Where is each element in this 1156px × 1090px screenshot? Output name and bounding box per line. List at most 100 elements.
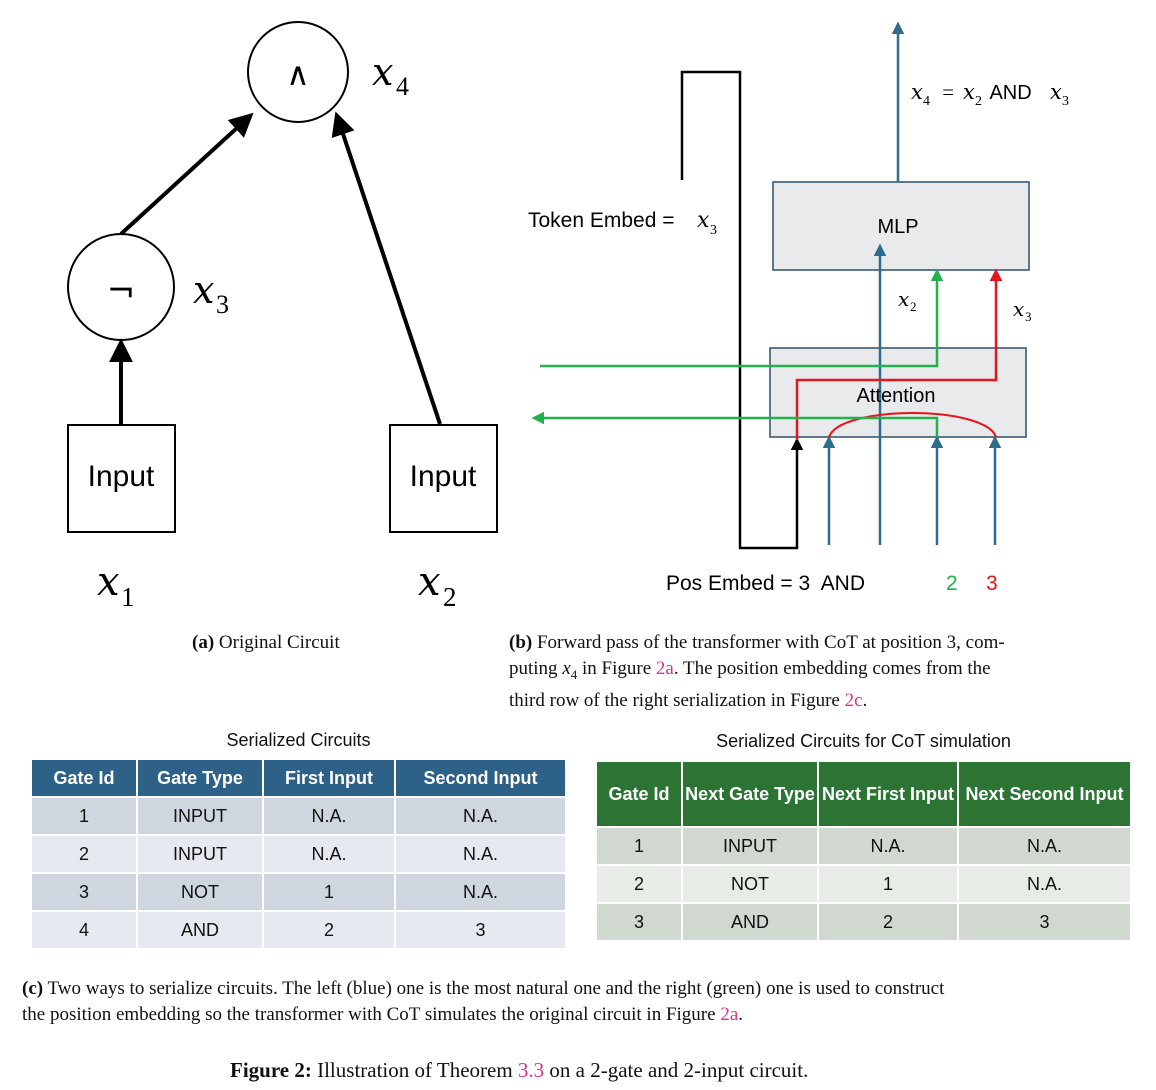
- table-cell: 3: [395, 910, 565, 948]
- table-cell: INPUT: [682, 826, 819, 865]
- mlp-input-x3: x: [1013, 297, 1024, 321]
- table-cell: 1: [597, 826, 683, 865]
- residual-path: [680, 70, 804, 550]
- x1-subscript: 1: [121, 582, 135, 612]
- and-gate-node: [247, 21, 349, 123]
- table-row: 4 AND 2 3: [32, 910, 565, 948]
- table-cell: INPUT: [137, 796, 264, 835]
- caption-b: (b) Forward pass of the transformer with…: [509, 630, 1129, 714]
- original-circuit-diagram: ∧ x 4 ¬ x 3 Input Input x 1 x 2: [67, 21, 498, 612]
- table-cell: N.A.: [263, 834, 396, 873]
- table-cell: 1: [32, 796, 138, 835]
- caption-a-tag: (a): [192, 632, 215, 653]
- table-cell: N.A.: [818, 826, 959, 865]
- input-node-2: [389, 424, 498, 533]
- transformer-forward-pass-diagram: MLP Attention Token Embed = x 3 x 4 = x …: [528, 21, 1069, 595]
- pos-embed-red: 3: [986, 572, 998, 595]
- x2-label: x: [418, 559, 441, 605]
- col-next-second-input: Next Second Input: [958, 762, 1130, 827]
- x4-label: x: [372, 50, 393, 94]
- table-cell: 3: [32, 872, 138, 911]
- caption-c-tag: (c): [22, 978, 44, 999]
- caption-c: (c) Two ways to serialize circuits. The …: [22, 976, 1147, 1028]
- caption-b-line1: (b) Forward pass of the transformer with…: [509, 630, 1129, 656]
- table-cell: 1: [818, 864, 959, 903]
- output-eq-lhs: x: [911, 80, 923, 104]
- table-cell: AND: [137, 910, 264, 948]
- caption-b-sub: 4: [570, 666, 578, 682]
- query-out-path: [531, 411, 939, 437]
- table-row: 1 INPUT N.A. N.A.: [32, 796, 565, 835]
- table-row: 3 NOT 1 N.A.: [32, 872, 565, 911]
- caption-b-pre: puting: [509, 658, 563, 679]
- x3-subscript: 3: [216, 290, 229, 319]
- token-embed-label: Token Embed =: [528, 209, 675, 232]
- table-cell: NOT: [682, 864, 819, 903]
- col-next-gate-type: Next Gate Type: [682, 762, 819, 827]
- x3-to-mlp-path: [795, 268, 1003, 440]
- table-cell: N.A.: [395, 872, 565, 911]
- table-cell: 2: [263, 910, 396, 948]
- table-cell: N.A.: [263, 796, 396, 835]
- caption-b-post: . The position embedding comes from the: [673, 658, 991, 679]
- table-cell: 2: [818, 902, 959, 940]
- col-second-input: Second Input: [395, 760, 565, 797]
- input-node-1: [67, 424, 176, 533]
- figure-link-2a[interactable]: 2a: [655, 658, 674, 679]
- figure-caption-pre: Illustration of Theorem: [311, 1058, 518, 1082]
- theorem-link[interactable]: 3.3: [517, 1058, 545, 1082]
- table-cell: N.A.: [395, 796, 565, 835]
- figure-link-2c[interactable]: 2c: [844, 689, 863, 711]
- table-cell: INPUT: [137, 834, 264, 873]
- caption-b-var: x: [562, 658, 571, 679]
- not-gate-symbol: ¬: [107, 271, 136, 311]
- x2-to-mlp-path: [540, 268, 944, 368]
- table-row: 3 AND 2 3: [597, 902, 1130, 940]
- x4-subscript: 4: [396, 72, 409, 101]
- output-eq-mid-sub: 2: [975, 94, 982, 109]
- output-eq-lhs-sub: 4: [923, 94, 930, 109]
- mlp-input-x3-sub: 3: [1025, 309, 1032, 324]
- table-cell: 1: [263, 872, 396, 911]
- table-header-row: Gate Id Next Gate Type Next First Input …: [597, 762, 1130, 827]
- attention-label: Attention: [857, 385, 936, 407]
- green-table-title: Serialized Circuits for CoT simulation: [716, 731, 1011, 751]
- caption-b-text1: Forward pass of the transformer with CoT…: [532, 632, 1005, 653]
- table-cell: AND: [682, 902, 819, 940]
- table-cell: NOT: [137, 872, 264, 911]
- table-header-row: Gate Id Gate Type First Input Second Inp…: [32, 760, 565, 797]
- figure-link-2a[interactable]: 2a: [720, 1004, 739, 1025]
- caption-a-text: Original Circuit: [214, 632, 340, 653]
- input-node-1-label: Input: [88, 460, 155, 493]
- figure-caption-post: on a 2-gate and 2-input circuit.: [544, 1058, 809, 1082]
- caption-b-tag: (b): [509, 632, 533, 653]
- col-first-input: First Input: [263, 760, 396, 797]
- pos-embed-label: Pos Embed = 3 AND: [666, 572, 865, 595]
- table-cell: N.A.: [958, 864, 1130, 903]
- token-embed-var: x: [697, 208, 710, 233]
- table-cell: 2: [32, 834, 138, 873]
- pos-embed-green: 2: [946, 572, 958, 595]
- mlp-input-x2-sub: 2: [910, 299, 917, 314]
- table-cell: 3: [597, 902, 683, 940]
- output-eq-eq: =: [937, 80, 959, 104]
- table-row: 2 NOT 1 N.A.: [597, 864, 1130, 903]
- caption-c-line1: (c) Two ways to serialize circuits. The …: [22, 976, 1147, 1002]
- col-gate-id: Gate Id: [597, 762, 683, 827]
- table-cell: 4: [32, 910, 138, 948]
- caption-b-line3-post: .: [862, 689, 868, 711]
- mlp-label: MLP: [877, 216, 918, 238]
- caption-c-text2: the position embedding so the transforme…: [22, 1004, 721, 1025]
- blue-table-title: Serialized Circuits: [226, 730, 371, 750]
- input-node-2-label: Input: [410, 460, 477, 493]
- caption-c-text1: Two ways to serialize circuits. The left…: [43, 978, 945, 999]
- col-next-first-input: Next First Input: [818, 762, 959, 827]
- table-cell: 3: [958, 902, 1130, 940]
- figure-caption: Figure 2: Illustration of Theorem 3.3 on…: [230, 1056, 808, 1084]
- token-embed-sub: 3: [710, 223, 717, 238]
- figure-label: Figure 2:: [230, 1058, 312, 1082]
- attention-block: [769, 347, 1027, 438]
- x3-label: x: [193, 268, 214, 312]
- x1-label: x: [97, 559, 120, 605]
- and-gate-symbol: ∧: [286, 55, 309, 93]
